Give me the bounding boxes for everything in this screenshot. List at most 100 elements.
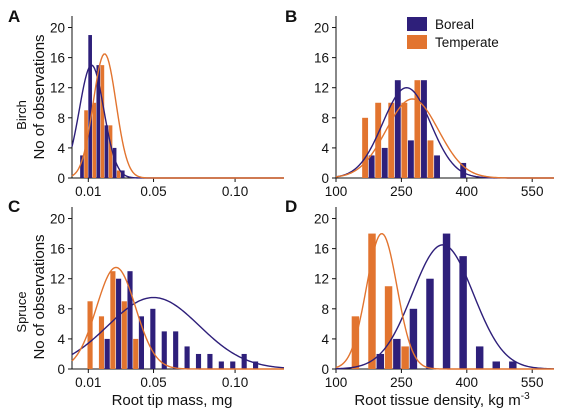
- x-axis-title-right-main: Root tissue density, kg m: [354, 392, 520, 409]
- bar-boreal: [184, 346, 190, 369]
- bar-temperate: [368, 233, 376, 369]
- fit-curve-temperate: [335, 232, 554, 370]
- bar-boreal: [230, 361, 236, 369]
- y-tick-label: 8: [57, 302, 65, 317]
- row-label-birch: Birch: [14, 100, 29, 130]
- x-tick-label: 550: [521, 184, 544, 199]
- bar-boreal: [207, 353, 213, 369]
- y-tick-label: 20: [50, 212, 65, 227]
- x-tick-label: 100: [325, 184, 348, 199]
- y-axis-title-bottom: No of observations: [31, 234, 48, 359]
- bar-boreal: [195, 353, 202, 369]
- bar-temperate: [92, 102, 97, 178]
- legend-swatch-temperate: [407, 35, 427, 49]
- panel-letter-c: C: [8, 197, 20, 216]
- y-tick-label: 4: [321, 141, 329, 156]
- bar-boreal: [241, 353, 247, 369]
- bar-boreal: [104, 338, 110, 369]
- bar-temperate: [401, 102, 408, 178]
- bar-boreal: [218, 361, 224, 369]
- y-tick-label: 12: [50, 272, 65, 287]
- bar-boreal: [368, 155, 375, 178]
- fit-curve-boreal: [335, 244, 555, 370]
- y-tick-label: 0: [57, 362, 65, 377]
- bar-boreal: [407, 140, 414, 178]
- fit-curve-boreal: [71, 296, 285, 369]
- bar-boreal: [104, 125, 109, 178]
- bar-temperate: [116, 170, 121, 178]
- bar-boreal: [460, 162, 467, 178]
- panel-letter-d: D: [285, 197, 297, 216]
- fit-curve-temperate: [335, 98, 554, 179]
- x-tick-label: 0.05: [140, 184, 166, 199]
- bar-boreal: [393, 338, 401, 369]
- bar-boreal: [80, 155, 84, 178]
- y-tick-label: 8: [321, 111, 329, 126]
- bar-temperate: [362, 117, 369, 178]
- x-axis-title-right-sup: -3: [521, 391, 530, 402]
- bar-temperate: [121, 301, 127, 369]
- panel-d: D 0 4 8 12 16 20 100 250 400 550: [285, 197, 555, 390]
- bar-boreal: [381, 147, 388, 178]
- y-tick-label: 4: [57, 332, 65, 347]
- bar-boreal: [112, 147, 117, 178]
- panel-b: B 0 4 8 12 16 20 100 250 400 550: [285, 7, 554, 199]
- x-tick-label: 550: [521, 375, 544, 390]
- bar-boreal: [161, 331, 167, 369]
- bar-temperate: [388, 102, 395, 178]
- bar-boreal: [509, 361, 517, 369]
- bar-temperate: [427, 140, 434, 178]
- bar-boreal: [88, 35, 92, 178]
- y-tick-label: 16: [314, 242, 329, 257]
- bar-temperate: [98, 316, 105, 369]
- y-tick-label: 4: [57, 141, 65, 156]
- x-axis-title-right: Root tissue density, kg m-3: [354, 391, 530, 409]
- y-tick-label: 0: [57, 171, 65, 186]
- y-tick-label: 20: [314, 21, 329, 36]
- bar-boreal: [127, 271, 133, 369]
- y-tick-label: 12: [314, 81, 329, 96]
- legend-label-boreal: Boreal: [435, 17, 474, 32]
- y-tick-label: 0: [321, 171, 329, 186]
- x-tick-label: 250: [390, 184, 413, 199]
- x-tick-label: 0.10: [222, 184, 248, 199]
- y-tick-label: 12: [314, 272, 329, 287]
- y-tick-label: 16: [314, 51, 329, 66]
- bar-boreal: [409, 308, 418, 369]
- bar-temperate: [108, 125, 113, 178]
- bar-temperate: [100, 65, 105, 178]
- fit-curve-temperate: [71, 266, 284, 370]
- panel-c: C 0 4 8 12 16 20 0.01 0.05 0.10: [8, 197, 285, 390]
- x-axis-title-left: Root tip mass, mg: [112, 392, 233, 409]
- x-tick-label: 0.10: [222, 375, 248, 390]
- y-tick-label: 16: [50, 51, 65, 66]
- bar-boreal: [434, 155, 440, 178]
- bar-boreal: [459, 256, 467, 369]
- y-tick-label: 4: [321, 332, 329, 347]
- panel-a: A 0 4 8 12 16 20 0.01 0.05 0.10: [8, 7, 284, 199]
- y-tick-label: 0: [321, 362, 329, 377]
- bar-boreal: [253, 361, 259, 369]
- row-label-spruce: Spruce: [14, 291, 29, 332]
- legend-swatch-boreal: [407, 17, 427, 31]
- legend-label-temperate: Temperate: [435, 35, 499, 50]
- x-tick-label: 0.05: [140, 375, 166, 390]
- x-tick-label: 400: [456, 375, 479, 390]
- panel-letter-a: A: [8, 7, 20, 26]
- bar-boreal: [138, 316, 144, 369]
- bar-boreal: [475, 346, 484, 369]
- legend: Boreal Temperate: [407, 17, 499, 50]
- bar-boreal: [376, 353, 385, 369]
- bar-boreal: [442, 233, 451, 369]
- y-tick-label: 8: [321, 302, 329, 317]
- y-tick-label: 20: [314, 212, 329, 227]
- bar-boreal: [150, 308, 156, 369]
- x-tick-label: 0.01: [75, 184, 101, 199]
- bar-boreal: [394, 80, 401, 178]
- bar-boreal: [96, 65, 101, 178]
- panel-letter-b: B: [285, 7, 297, 26]
- bar-temperate: [87, 301, 93, 369]
- x-tick-label: 100: [325, 375, 348, 390]
- x-tick-label: 0.01: [75, 375, 101, 390]
